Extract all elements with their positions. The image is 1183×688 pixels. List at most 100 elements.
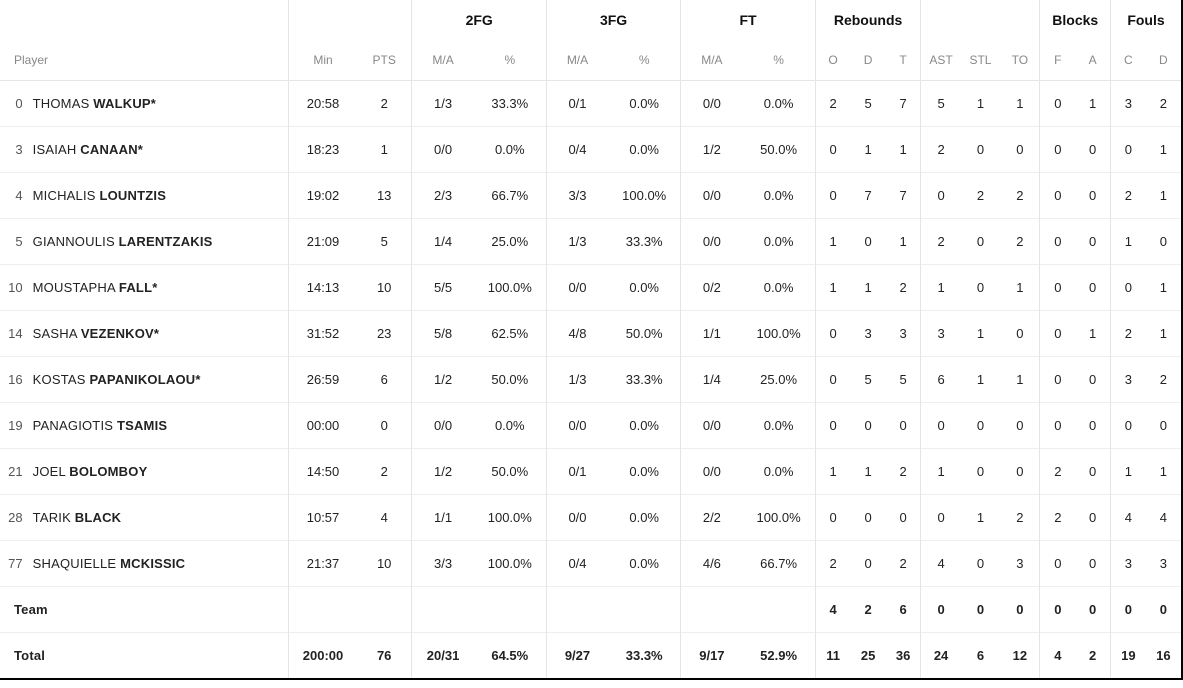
- cell-3fg-ma: 3/3: [546, 172, 608, 218]
- cell-2fg-pct: 0.0%: [474, 126, 547, 172]
- player-name[interactable]: JOEL BOLOMBOY: [29, 448, 289, 494]
- cell-fl-c: 3: [1110, 356, 1145, 402]
- cell-to: 2: [1000, 218, 1040, 264]
- table-row[interactable]: 16KOSTAS PAPANIKOLAOU*26:5961/250.0%1/33…: [0, 356, 1181, 402]
- player-number: 0: [0, 80, 29, 126]
- cell-min: 31:52: [289, 310, 357, 356]
- table-row[interactable]: 21JOEL BOLOMBOY14:5021/250.0%0/10.0%0/00…: [0, 448, 1181, 494]
- col-oreb[interactable]: O: [815, 40, 850, 80]
- cell-blk-a: 0: [1075, 356, 1110, 402]
- player-name[interactable]: MOUSTAPHA FALL*: [29, 264, 289, 310]
- player-number: 19: [0, 402, 29, 448]
- group-blocks: Blocks: [1040, 0, 1111, 40]
- col-fl-d[interactable]: D: [1146, 40, 1181, 80]
- cell-fl-d: 0: [1146, 402, 1181, 448]
- cell-3fg-ma: 0/0: [546, 264, 608, 310]
- cell-2fg-ma: 0/0: [412, 402, 474, 448]
- cell-pts: 5: [357, 218, 412, 264]
- cell-oreb: 1: [815, 264, 850, 310]
- player-name[interactable]: KOSTAS PAPANIKOLAOU*: [29, 356, 289, 402]
- col-dreb[interactable]: D: [850, 40, 885, 80]
- cell-fl-d: 1: [1146, 310, 1181, 356]
- cell-stl: 0: [961, 218, 1001, 264]
- cell-treb: 7: [886, 80, 921, 126]
- player-number: 28: [0, 494, 29, 540]
- cell-ft-ma: 0/2: [681, 264, 743, 310]
- player-name[interactable]: SHAQUIELLE MCKISSIC: [29, 540, 289, 586]
- cell-to: 12: [1000, 632, 1040, 678]
- cell-stl: 0: [961, 126, 1001, 172]
- col-treb[interactable]: T: [886, 40, 921, 80]
- cell-treb: 1: [886, 218, 921, 264]
- player-name[interactable]: THOMAS WALKUP*: [29, 80, 289, 126]
- cell-3fg-pct: 33.3%: [608, 218, 681, 264]
- player-number: 16: [0, 356, 29, 402]
- col-3fg-ma[interactable]: M/A: [546, 40, 608, 80]
- cell-3fg-pct: 0.0%: [608, 540, 681, 586]
- team-row: Team4260000000: [0, 586, 1181, 632]
- cell-oreb: 1: [815, 448, 850, 494]
- cell-fl-d: 4: [1146, 494, 1181, 540]
- player-name[interactable]: MICHALIS LOUNTZIS: [29, 172, 289, 218]
- player-name[interactable]: SASHA VEZENKOV*: [29, 310, 289, 356]
- table-row[interactable]: 10MOUSTAPHA FALL*14:13105/5100.0%0/00.0%…: [0, 264, 1181, 310]
- table-row[interactable]: 19PANAGIOTIS TSAMIS00:0000/00.0%0/00.0%0…: [0, 402, 1181, 448]
- col-stl[interactable]: STL: [961, 40, 1001, 80]
- col-blk-a[interactable]: A: [1075, 40, 1110, 80]
- cell-ft-ma: 0/0: [681, 218, 743, 264]
- cell-blk-f: 0: [1040, 126, 1075, 172]
- col-min[interactable]: Min: [289, 40, 357, 80]
- player-name[interactable]: GIANNOULIS LARENTZAKIS: [29, 218, 289, 264]
- table-row[interactable]: 3ISAIAH CANAAN*18:2310/00.0%0/40.0%1/250…: [0, 126, 1181, 172]
- cell-pts: 13: [357, 172, 412, 218]
- col-pts[interactable]: PTS: [357, 40, 412, 80]
- cell-to: 1: [1000, 264, 1040, 310]
- col-player[interactable]: Player: [0, 40, 289, 80]
- cell-stl: 0: [961, 586, 1001, 632]
- col-2fg-pct[interactable]: %: [474, 40, 547, 80]
- col-3fg-pct[interactable]: %: [608, 40, 681, 80]
- cell-2fg-pct: 100.0%: [474, 540, 547, 586]
- cell-3fg-ma: 9/27: [546, 632, 608, 678]
- cell-min: 10:57: [289, 494, 357, 540]
- table-row[interactable]: 4MICHALIS LOUNTZIS19:02132/366.7%3/3100.…: [0, 172, 1181, 218]
- col-ast[interactable]: AST: [921, 40, 961, 80]
- table-row[interactable]: 28TARIK BLACK10:5741/1100.0%0/00.0%2/210…: [0, 494, 1181, 540]
- table-row[interactable]: 0THOMAS WALKUP*20:5821/333.3%0/10.0%0/00…: [0, 80, 1181, 126]
- cell-blk-f: 0: [1040, 218, 1075, 264]
- cell-ft-pct: 0.0%: [742, 218, 815, 264]
- col-to[interactable]: TO: [1000, 40, 1040, 80]
- col-blk-f[interactable]: F: [1040, 40, 1075, 80]
- cell-fl-c: 3: [1110, 540, 1145, 586]
- group-fouls: Fouls: [1110, 0, 1181, 40]
- cell-dreb: 3: [850, 310, 885, 356]
- table-row[interactable]: 5GIANNOULIS LARENTZAKIS21:0951/425.0%1/3…: [0, 218, 1181, 264]
- cell-fl-d: 2: [1146, 356, 1181, 402]
- cell-treb: 6: [886, 586, 921, 632]
- cell-pts: 1: [357, 126, 412, 172]
- cell-ast: 0: [921, 494, 961, 540]
- player-number: 77: [0, 540, 29, 586]
- table-row[interactable]: 14SASHA VEZENKOV*31:52235/862.5%4/850.0%…: [0, 310, 1181, 356]
- cell-blk-a: 1: [1075, 310, 1110, 356]
- cell-fl-d: 16: [1146, 632, 1181, 678]
- player-name[interactable]: TARIK BLACK: [29, 494, 289, 540]
- player-name[interactable]: PANAGIOTIS TSAMIS: [29, 402, 289, 448]
- player-name[interactable]: ISAIAH CANAAN*: [29, 126, 289, 172]
- group-2fg: 2FG: [412, 0, 546, 40]
- cell-dreb: 0: [850, 402, 885, 448]
- cell-treb: 1: [886, 126, 921, 172]
- col-ft-pct[interactable]: %: [742, 40, 815, 80]
- cell-blk-a: 0: [1075, 586, 1110, 632]
- cell-fl-d: 0: [1146, 586, 1181, 632]
- cell-oreb: 4: [815, 586, 850, 632]
- col-ft-ma[interactable]: M/A: [681, 40, 743, 80]
- col-2fg-ma[interactable]: M/A: [412, 40, 474, 80]
- cell-ft-pct: 0.0%: [742, 172, 815, 218]
- cell-ft-pct: 0.0%: [742, 402, 815, 448]
- cell-blk-a: 0: [1075, 172, 1110, 218]
- table-row[interactable]: 77SHAQUIELLE MCKISSIC21:37103/3100.0%0/4…: [0, 540, 1181, 586]
- col-fl-c[interactable]: C: [1110, 40, 1145, 80]
- cell-ast: 5: [921, 80, 961, 126]
- cell-3fg-ma: 0/4: [546, 126, 608, 172]
